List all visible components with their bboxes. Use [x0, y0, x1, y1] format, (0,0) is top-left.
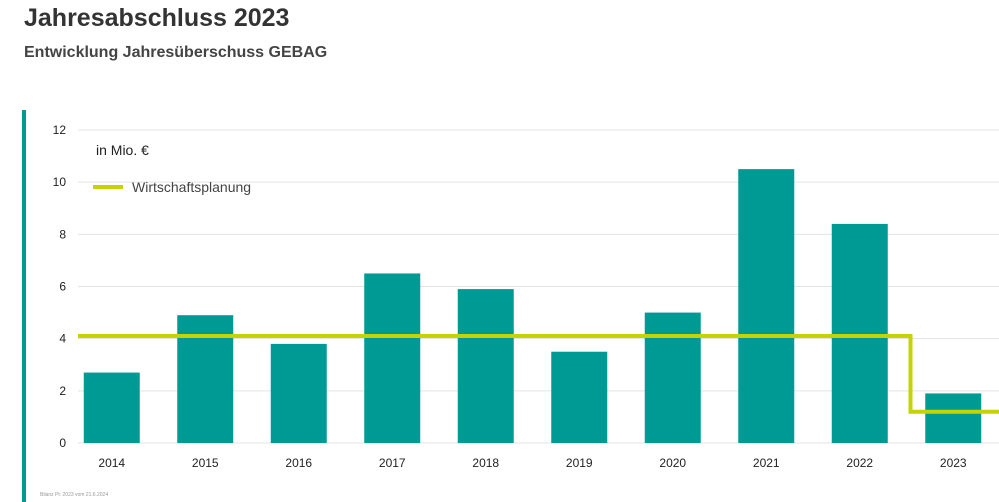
y-axis-ticks: 0 2 4 6 8 10 12 [53, 123, 67, 450]
x-axis-ticks: 2014 2015 2016 2017 2018 2019 2020 2021 2022 2023 [98, 456, 967, 470]
x-tick-label: 2020 [659, 456, 686, 470]
x-tick-label: 2019 [566, 456, 593, 470]
plan-line-series [78, 334, 999, 414]
source-footnote: Bilanz Pt: 2023 vom 21.6.2024 [40, 492, 109, 498]
bar-2022 [831, 223, 888, 443]
x-tick-label: 2018 [472, 456, 499, 470]
x-tick-label: 2016 [285, 456, 312, 470]
bar-2019 [551, 351, 608, 443]
legend-label: Wirtschaftsplanung [132, 179, 251, 195]
x-tick-label: 2021 [753, 456, 780, 470]
y-tick-label: 4 [59, 332, 66, 346]
bar-2016 [270, 343, 327, 443]
accent-bar [22, 110, 26, 502]
bar-2020 [644, 312, 701, 443]
x-tick-label: 2015 [192, 456, 219, 470]
bar-2021 [738, 169, 795, 443]
page-title: Jahresabschluss 2023 [24, 4, 290, 32]
bar-2018 [457, 289, 514, 443]
x-tick-label: 2022 [846, 456, 873, 470]
legend: in Mio. € Wirtschaftsplanung [93, 142, 251, 195]
bar-series [83, 169, 982, 443]
bar-2017 [364, 273, 421, 443]
bar-2014 [83, 372, 140, 443]
bar-2023 [925, 393, 982, 443]
y-tick-label: 8 [59, 227, 66, 241]
y-tick-label: 2 [59, 384, 66, 398]
y-tick-label: 10 [53, 175, 67, 189]
y-tick-label: 6 [59, 280, 66, 294]
x-tick-label: 2014 [98, 456, 125, 470]
y-tick-label: 0 [59, 436, 66, 450]
y-tick-label: 12 [53, 123, 67, 137]
page-subtitle: Entwicklung Jahresüberschuss GEBAG [24, 44, 328, 61]
x-tick-label: 2023 [940, 456, 967, 470]
x-tick-label: 2017 [379, 456, 406, 470]
plan-line [78, 334, 999, 414]
unit-label: in Mio. € [96, 142, 149, 158]
